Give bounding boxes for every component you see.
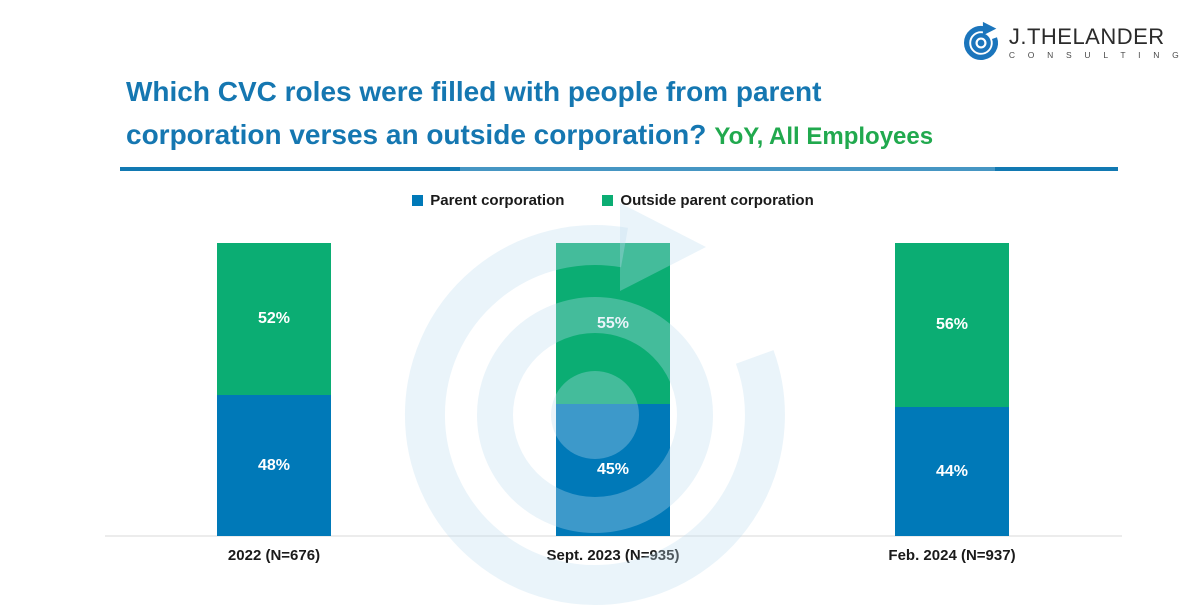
bar-column-2: 56% 44% (895, 243, 1009, 536)
category-label-0: 2022 (N=676) (217, 547, 331, 564)
plot-area: 52% 48% 55% 45% 56% 44% (217, 243, 1009, 536)
bar-segment-label: 44% (935, 462, 969, 480)
brand-text: J.THELANDER C O N S U L T I N G (1008, 24, 1184, 61)
bar-segment: 52% (217, 243, 331, 396)
bar-column-0: 52% 48% (217, 243, 331, 536)
title-line-2-text: corporation verses an outside corporatio… (126, 119, 707, 150)
legend-swatch (602, 195, 614, 206)
chart-title: Which CVC roles were filled with people … (126, 70, 933, 158)
brand-logo: J.THELANDER C O N S U L T I N G (958, 20, 1184, 66)
category-label-text: Sept. 2023 (N=935) (546, 547, 680, 564)
legend-label: Parent corporation (430, 192, 565, 209)
x-axis-line (105, 535, 1122, 537)
legend: Parent corporation Outside parent corpora… (26, 192, 1200, 209)
bar-segment: 45% (556, 404, 670, 536)
bar-segment-label: 55% (596, 314, 630, 332)
bar-segment-label: 52% (257, 310, 291, 328)
legend-label: Outside parent corporation (620, 192, 814, 209)
title-line-1: Which CVC roles were filled with people … (126, 76, 822, 107)
bar-segment: 56% (895, 243, 1009, 408)
title-suffix: YoY, All Employees (714, 123, 934, 150)
bar-segment-label: 45% (596, 461, 630, 479)
bar-segment: 55% (556, 243, 670, 405)
legend-swatch (412, 195, 424, 206)
category-label-1: Sept. 2023 (N=935) (547, 547, 680, 564)
category-label-text: Feb. 2024 (N=937) (888, 547, 1016, 564)
bar-column-1: 55% 45% (556, 243, 670, 536)
bar-segment-label: 48% (257, 456, 291, 474)
title-underline (120, 167, 1118, 171)
legend-item-1: Outside parent corporation (602, 192, 814, 209)
bar-segment: 44% (895, 407, 1009, 536)
brand-name: J.THELANDER (1008, 24, 1165, 49)
title-underline-highlight (460, 167, 995, 171)
bar-segment-label: 56% (935, 316, 969, 334)
category-label-text: 2022 (N=676) (227, 547, 321, 564)
legend-item-0: Parent corporation (412, 192, 564, 209)
title-line-2: corporation verses an outside corporatio… (126, 113, 933, 158)
spiral-arrow-icon (963, 21, 998, 60)
brand-subtitle: C O N S U L T I N G (1008, 50, 1184, 60)
category-labels: 2022 (N=676) Sept. 2023 (N=935) Feb. 2024 … (217, 547, 1016, 564)
category-label-2: Feb. 2024 (N=937) (888, 547, 1015, 564)
bar-segment: 48% (217, 395, 331, 536)
